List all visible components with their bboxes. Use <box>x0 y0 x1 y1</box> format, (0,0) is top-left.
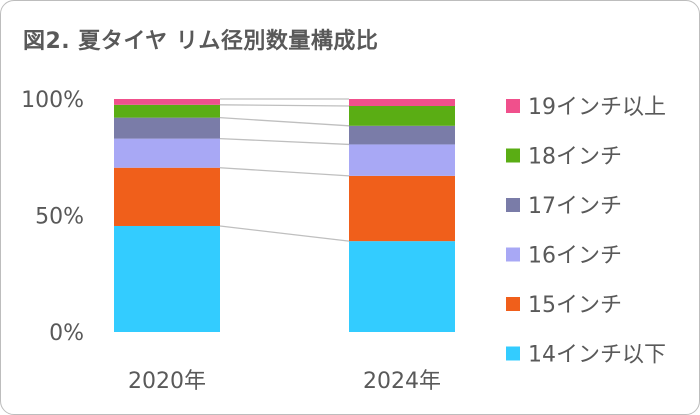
x-tick-label: 2020年 <box>128 369 206 394</box>
series-connector-line <box>219 104 350 107</box>
bar-segment <box>349 241 455 332</box>
bar-segment <box>349 105 455 126</box>
series-connector-line <box>219 225 350 242</box>
legend-label: 19インチ以上 <box>528 95 666 120</box>
bar-segment <box>114 104 220 118</box>
legend-swatch <box>506 99 520 113</box>
bar-segment <box>114 225 220 332</box>
bar-segment <box>114 117 220 139</box>
series-connector-line <box>219 137 350 146</box>
y-tick-label: 50% <box>35 205 84 230</box>
bar-segment <box>349 99 455 106</box>
legend-swatch <box>506 247 520 262</box>
legend-label: 15インチ <box>528 293 622 318</box>
legend-label: 17インチ <box>528 194 622 219</box>
legend-label: 16インチ <box>528 244 622 269</box>
legend-label: 14インチ以下 <box>528 343 666 368</box>
bar-segment <box>349 175 455 242</box>
legend-swatch <box>506 148 520 163</box>
legend-label: 18インチ <box>528 145 622 170</box>
legend-swatch <box>506 198 520 212</box>
legend-swatch <box>506 346 520 361</box>
x-tick-label: 2024年 <box>363 369 441 394</box>
legend-swatch <box>506 297 520 311</box>
y-tick-label: 100% <box>21 88 84 113</box>
bar-segment <box>349 125 455 145</box>
y-tick-label: 0% <box>49 321 84 346</box>
series-connector-line <box>219 167 350 177</box>
bar-segment <box>114 138 220 168</box>
series-connector-line <box>219 116 350 127</box>
bar-segment <box>114 167 220 226</box>
chart-title: 図2. 夏タイヤ リム径別数量構成比 <box>23 29 379 54</box>
bar-segment <box>349 144 455 176</box>
bar-segment <box>114 99 220 105</box>
